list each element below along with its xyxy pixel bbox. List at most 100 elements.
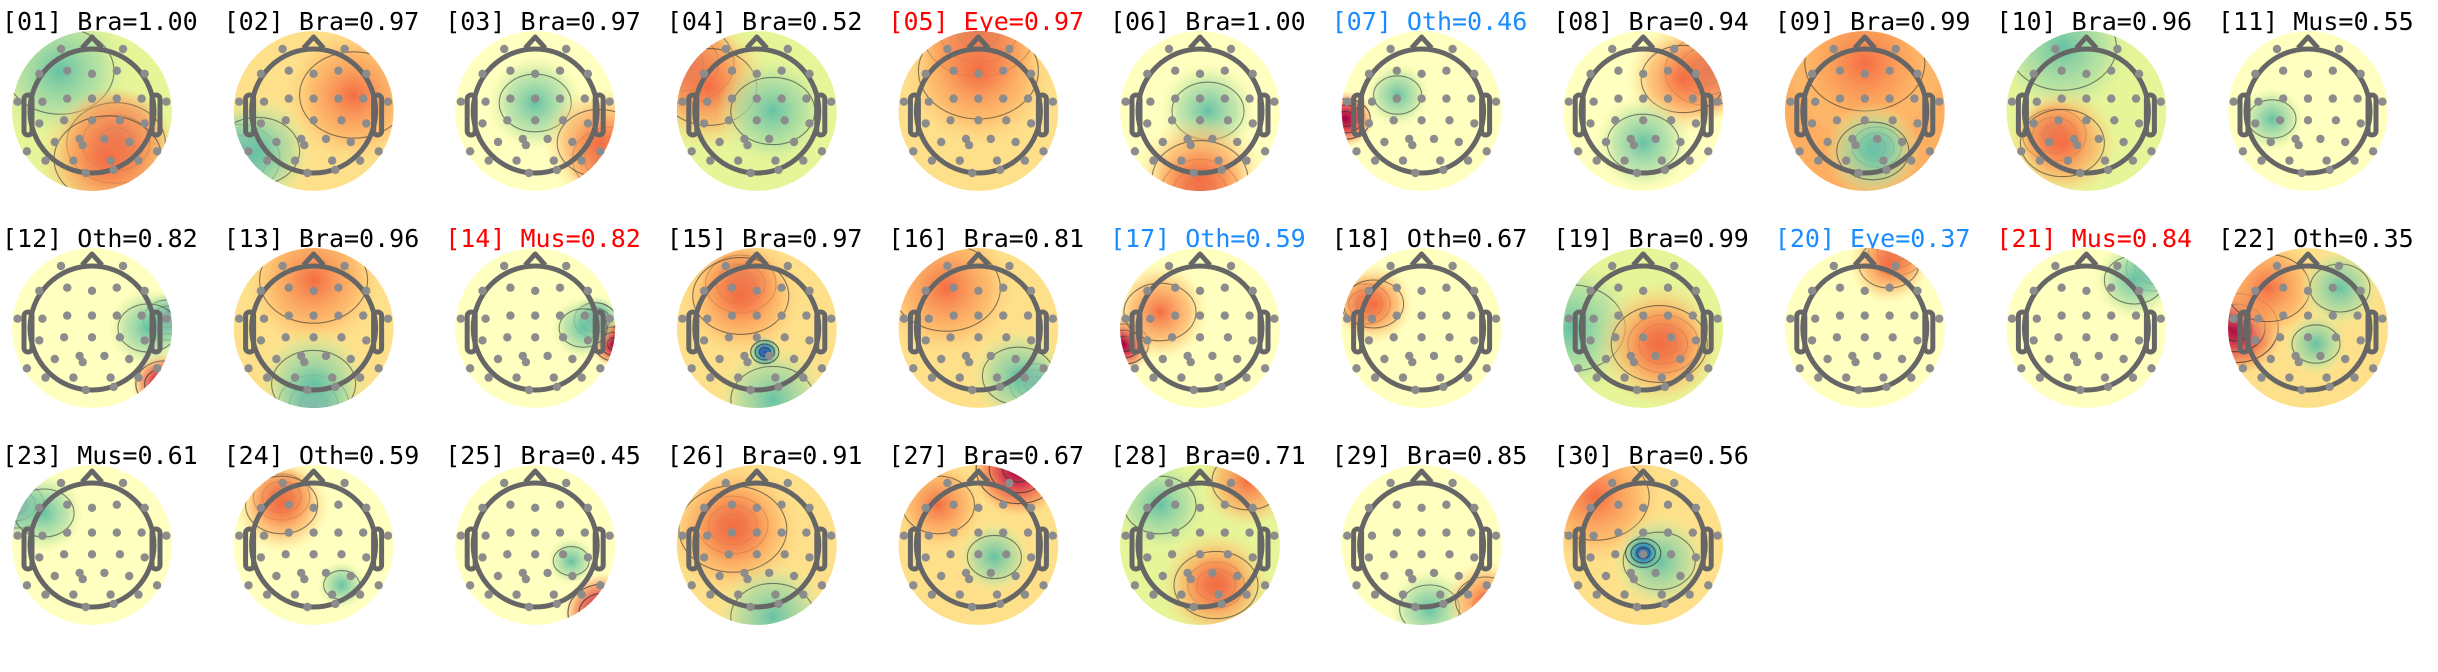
electrode-dot <box>1879 373 1888 382</box>
electrode-dot <box>244 581 253 590</box>
topomap-orange-region <box>241 248 386 352</box>
electrode-dot <box>2316 134 2325 144</box>
electrode-dot <box>503 333 512 342</box>
electrode-dot <box>2134 336 2144 345</box>
electrode-dot <box>1620 373 1629 382</box>
electrode-dot <box>752 286 761 295</box>
electrode-dot <box>1164 261 1174 271</box>
electrode-dot <box>596 581 605 590</box>
electrode-dot <box>1614 500 1623 509</box>
electrode-dot <box>478 336 487 345</box>
head-outline <box>2237 34 2379 176</box>
electrode-dot <box>1704 581 1713 590</box>
head-outline <box>907 34 1049 176</box>
electrode-dot <box>1121 314 1130 323</box>
electrode-dot <box>1217 599 1226 609</box>
electrode-dot <box>777 283 786 292</box>
electrode-dot <box>87 333 97 342</box>
electrode-dot <box>1026 553 1036 562</box>
electrode-dot <box>278 478 287 488</box>
topomap-orange-region <box>1784 31 1945 143</box>
component-label: [13] Bra=0.96 <box>224 224 420 253</box>
electrode-dot <box>531 503 540 512</box>
electrode-dot <box>1851 140 1860 150</box>
electrode-dot <box>59 116 69 125</box>
electrode-dot <box>484 373 493 382</box>
electrode-dot <box>1405 134 1414 144</box>
electrode-dot <box>374 364 383 373</box>
electrode-dot <box>1676 571 1685 581</box>
electrode-dot <box>1130 147 1140 156</box>
electrode-dot <box>746 602 755 612</box>
electrode-dot <box>1167 333 1177 342</box>
electrode-dot <box>1639 333 1648 342</box>
electrode-dot <box>259 531 269 540</box>
electrode-dot <box>518 568 527 578</box>
topomap <box>1784 31 1945 191</box>
contour-line <box>2143 258 2166 278</box>
electrode-dot <box>337 550 346 559</box>
electrode-dot <box>1389 550 1398 559</box>
electrode-dot <box>2229 314 2238 323</box>
electrode-dot <box>992 590 1002 599</box>
electrode-dot <box>1829 261 1839 271</box>
electrode-dot <box>687 147 696 156</box>
electrode-dot <box>506 311 515 320</box>
electrode-dot <box>558 550 568 559</box>
electrode-dot <box>765 568 774 578</box>
electrode-dot <box>1386 478 1395 488</box>
electrode-dot <box>777 528 786 537</box>
electrode-dot <box>1639 286 1648 295</box>
electrode-dot <box>259 314 269 323</box>
electrode-dot <box>256 286 266 295</box>
electrode-dot <box>531 69 540 79</box>
electrode-dot <box>1860 311 1870 320</box>
electrode-dot <box>974 528 983 537</box>
electrode-dot <box>1786 314 1795 323</box>
electrode-dot <box>2368 147 2378 156</box>
electrode-dot <box>1660 599 1670 609</box>
electrode-dot <box>2029 286 2038 295</box>
electrode-dot <box>1411 602 1420 612</box>
electrode-dot <box>2279 66 2288 75</box>
electrode-dot <box>512 590 521 599</box>
electrode-dot <box>999 311 1008 320</box>
electrode-dot <box>968 168 977 178</box>
electrode-dot <box>337 333 346 342</box>
topomap-green-region <box>547 537 596 585</box>
electrode-dot <box>715 354 724 364</box>
electrode-dot <box>1343 314 1352 323</box>
electrode-dot <box>562 44 571 54</box>
topomap-orange-region <box>676 248 805 360</box>
electrode-dot <box>359 528 368 537</box>
electrode-dot <box>140 69 149 79</box>
electrode-dot <box>2356 286 2365 295</box>
electrode-dot <box>2082 69 2091 79</box>
electrode-dot <box>2303 286 2313 295</box>
electrode-dot <box>78 574 87 584</box>
electrode-dot <box>1586 553 1595 562</box>
electrode-dot <box>734 156 743 165</box>
electrode-dot <box>518 351 527 361</box>
electrode-dot <box>1392 528 1402 537</box>
electrode-dot <box>1688 94 1698 103</box>
electrode-dot <box>1026 336 1036 345</box>
electrode-dot <box>140 503 149 512</box>
electrode-dot <box>81 602 91 612</box>
electrode-dot <box>1208 134 1217 144</box>
electrode-dot <box>1039 364 1048 373</box>
component-label: [01] Bra=1.00 <box>2 7 198 36</box>
electrode-dot <box>1913 286 1922 295</box>
electrode-dot <box>2107 311 2116 320</box>
electrode-dot <box>999 66 1008 75</box>
electrode-dot <box>493 354 503 364</box>
electrode-dot <box>244 147 253 156</box>
electrode-dot <box>38 314 47 323</box>
electrode-dot <box>1470 119 1479 128</box>
electrode-dot <box>1795 147 1804 156</box>
electrode-dot <box>1195 333 1205 342</box>
electrode-dot <box>789 137 799 147</box>
electrode-dot <box>2275 333 2285 342</box>
component-05: [05] Eye=0.97 <box>888 7 1084 191</box>
electrode-dot <box>1592 156 1601 165</box>
